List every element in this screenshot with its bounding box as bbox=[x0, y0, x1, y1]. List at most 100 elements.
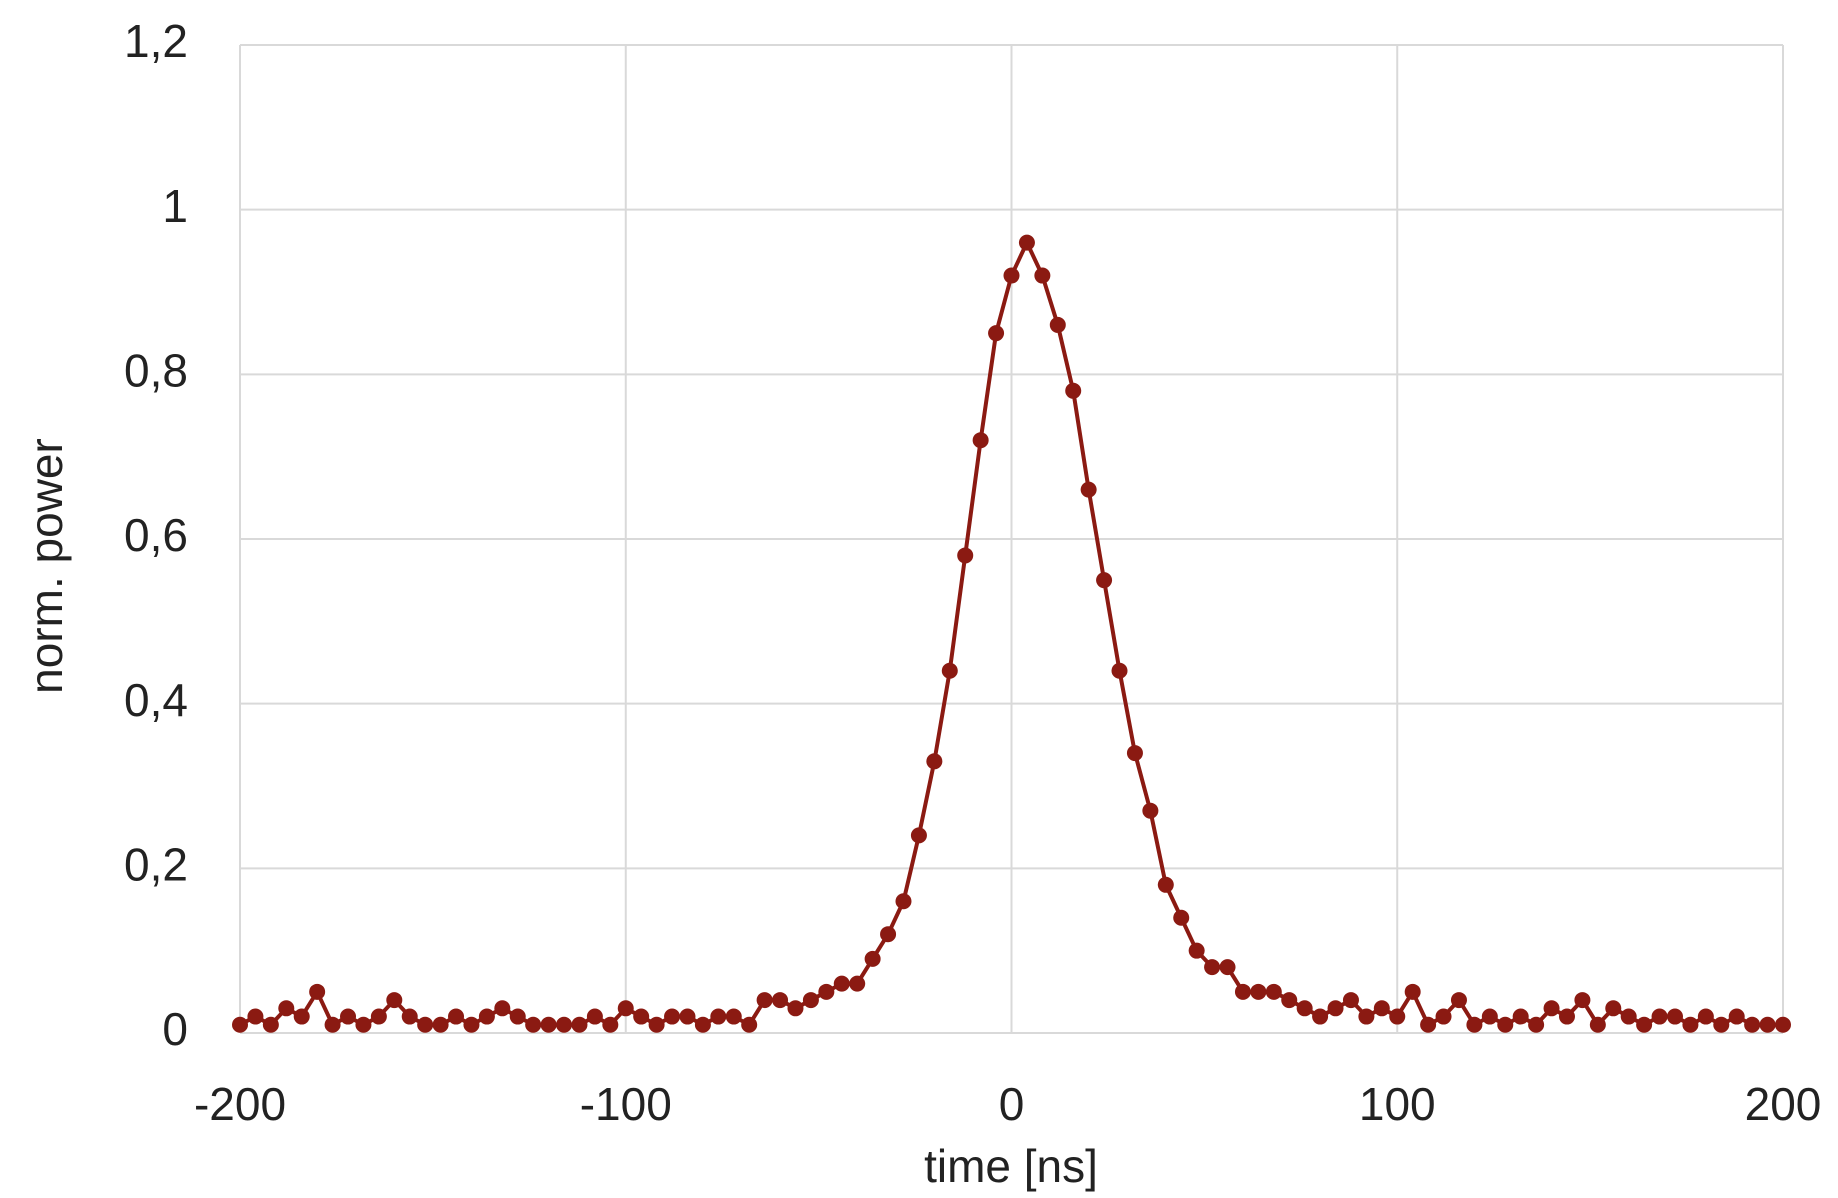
data-point bbox=[1558, 1008, 1575, 1025]
y-tick-label: 0,6 bbox=[124, 509, 188, 561]
y-tick-label: 1 bbox=[162, 180, 188, 232]
data-point bbox=[1111, 662, 1128, 679]
data-point bbox=[540, 1016, 557, 1033]
data-point bbox=[849, 975, 866, 992]
data-point bbox=[1373, 1000, 1390, 1017]
data-point bbox=[309, 983, 326, 1000]
data-point bbox=[1543, 1000, 1560, 1017]
data-point bbox=[1065, 382, 1082, 399]
data-point bbox=[1389, 1008, 1406, 1025]
data-point bbox=[525, 1016, 542, 1033]
data-point bbox=[1450, 992, 1467, 1009]
data-point bbox=[772, 992, 789, 1009]
data-point bbox=[941, 662, 958, 679]
data-point bbox=[556, 1016, 573, 1033]
data-point bbox=[370, 1008, 387, 1025]
data-point bbox=[648, 1016, 665, 1033]
x-tick-label: -200 bbox=[194, 1078, 286, 1130]
data-point bbox=[1512, 1008, 1529, 1025]
data-point bbox=[509, 1008, 526, 1025]
y-tick-label: 0,8 bbox=[124, 344, 188, 396]
y-tick-label: 0 bbox=[162, 1003, 188, 1055]
data-point bbox=[1651, 1008, 1668, 1025]
data-point bbox=[602, 1016, 619, 1033]
data-point bbox=[1312, 1008, 1329, 1025]
data-point bbox=[895, 893, 912, 910]
data-point bbox=[1620, 1008, 1637, 1025]
data-point bbox=[818, 983, 835, 1000]
data-point bbox=[1481, 1008, 1498, 1025]
data-point bbox=[432, 1016, 449, 1033]
data-point bbox=[679, 1008, 696, 1025]
data-point bbox=[1126, 745, 1143, 762]
data-point bbox=[494, 1000, 511, 1017]
data-point bbox=[232, 1016, 248, 1033]
data-point bbox=[972, 432, 989, 449]
data-point bbox=[1018, 234, 1035, 251]
data-point bbox=[1142, 802, 1159, 819]
data-point bbox=[1080, 481, 1097, 498]
data-point bbox=[1188, 942, 1205, 959]
data-point bbox=[1574, 992, 1591, 1009]
data-point bbox=[448, 1008, 465, 1025]
data-point bbox=[1003, 267, 1020, 284]
data-point bbox=[1265, 983, 1282, 1000]
data-point bbox=[478, 1008, 495, 1025]
data-point bbox=[1744, 1016, 1761, 1033]
data-point bbox=[664, 1008, 681, 1025]
data-point bbox=[586, 1008, 603, 1025]
y-tick-label: 0,4 bbox=[124, 674, 188, 726]
data-point bbox=[988, 325, 1005, 342]
data-point bbox=[1775, 1016, 1791, 1033]
data-point bbox=[1281, 992, 1298, 1009]
data-point bbox=[1589, 1016, 1606, 1033]
data-point bbox=[247, 1008, 264, 1025]
data-point bbox=[1096, 572, 1113, 589]
data-point bbox=[1327, 1000, 1344, 1017]
data-point bbox=[1420, 1016, 1437, 1033]
data-point bbox=[710, 1008, 727, 1025]
data-point bbox=[463, 1016, 480, 1033]
data-point bbox=[741, 1016, 758, 1033]
data-point bbox=[1342, 992, 1359, 1009]
data-point bbox=[1759, 1016, 1776, 1033]
data-point bbox=[1713, 1016, 1730, 1033]
data-point bbox=[1173, 909, 1190, 926]
data-point bbox=[1636, 1016, 1653, 1033]
data-point bbox=[802, 992, 819, 1009]
x-tick-label: -100 bbox=[580, 1078, 672, 1130]
data-point bbox=[278, 1000, 295, 1017]
data-point bbox=[355, 1016, 372, 1033]
y-tick-label: 0,2 bbox=[124, 838, 188, 890]
data-point bbox=[340, 1008, 357, 1025]
data-point bbox=[694, 1016, 711, 1033]
data-point bbox=[1157, 876, 1174, 893]
data-point bbox=[1404, 983, 1421, 1000]
data-point bbox=[262, 1016, 279, 1033]
data-point bbox=[1682, 1016, 1699, 1033]
data-point bbox=[725, 1008, 742, 1025]
data-point bbox=[1528, 1016, 1545, 1033]
data-point bbox=[957, 547, 974, 564]
x-tick-label: 200 bbox=[1745, 1078, 1822, 1130]
data-point bbox=[1697, 1008, 1714, 1025]
data-point bbox=[324, 1016, 341, 1033]
data-point bbox=[756, 992, 773, 1009]
data-point bbox=[880, 926, 897, 943]
data-point bbox=[910, 827, 927, 844]
data-point bbox=[787, 1000, 804, 1017]
data-point bbox=[1049, 316, 1066, 333]
data-point bbox=[617, 1000, 634, 1017]
data-point bbox=[1296, 1000, 1313, 1017]
data-point bbox=[633, 1008, 650, 1025]
data-point bbox=[833, 975, 850, 992]
data-point bbox=[1466, 1016, 1483, 1033]
y-axis-label: norm. power bbox=[20, 438, 72, 694]
data-point bbox=[1234, 983, 1251, 1000]
x-axis-label: time [ns] bbox=[924, 1140, 1098, 1192]
data-point bbox=[293, 1008, 310, 1025]
data-point bbox=[1605, 1000, 1622, 1017]
data-point bbox=[1728, 1008, 1745, 1025]
x-tick-label: 0 bbox=[999, 1078, 1025, 1130]
